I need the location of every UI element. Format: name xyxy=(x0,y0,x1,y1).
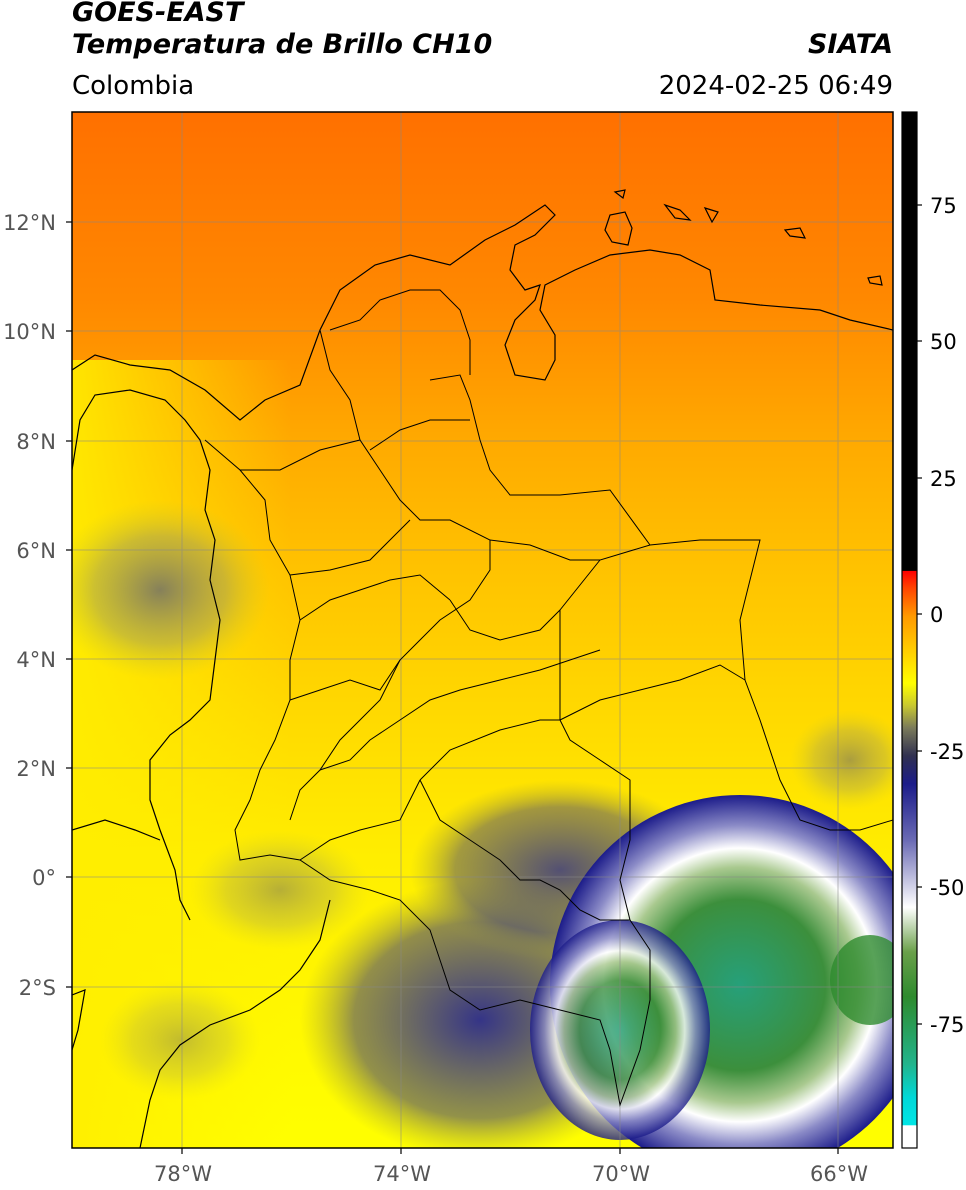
colorbar-frame xyxy=(901,111,918,1149)
coastlines xyxy=(72,189,893,1148)
map-frame xyxy=(71,111,894,1149)
lat-tick-label: 10°N xyxy=(3,320,56,344)
product-title: Temperatura de Brillo CH10 xyxy=(72,29,493,60)
colorbar-tick-label: 50 xyxy=(930,330,957,354)
lat-tick-label: 4°N xyxy=(16,648,56,672)
brightness-temperature-field xyxy=(72,112,893,1148)
colorbar-tick-label: 75 xyxy=(930,194,957,218)
satellite-title: GOES-EAST xyxy=(72,0,244,28)
colorbar-tick-label: -75 xyxy=(930,1013,965,1037)
lat-tick-label: 2°S xyxy=(18,976,56,1000)
colorbar-tick-label: -25 xyxy=(930,740,965,764)
colorbar xyxy=(902,112,917,1148)
lon-tick-label: 66°W xyxy=(810,1162,868,1186)
colorbar-tick-label: 25 xyxy=(930,467,957,491)
region-label: Colombia xyxy=(72,71,195,101)
lon-tick-label: 74°W xyxy=(373,1162,431,1186)
source-label: SIATA xyxy=(807,29,893,60)
colorbar-ticks xyxy=(917,204,922,1025)
lat-tick-label: 0° xyxy=(32,866,56,890)
axis-ticks xyxy=(66,221,839,1154)
datetime-label: 2024-02-25 06:49 xyxy=(658,71,893,101)
lat-tick-label: 6°N xyxy=(16,539,56,563)
lat-tick-label: 12°N xyxy=(3,211,56,235)
lat-tick-label: 8°N xyxy=(16,430,56,454)
lon-tick-label: 70°W xyxy=(592,1162,650,1186)
colorbar-tick-label: -50 xyxy=(930,876,965,900)
colorbar-tick-label: 0 xyxy=(930,603,944,627)
political-boundaries xyxy=(204,289,893,1107)
lat-tick-label: 2°N xyxy=(16,757,56,781)
lon-tick-label: 78°W xyxy=(154,1162,212,1186)
graticule xyxy=(72,112,893,1148)
